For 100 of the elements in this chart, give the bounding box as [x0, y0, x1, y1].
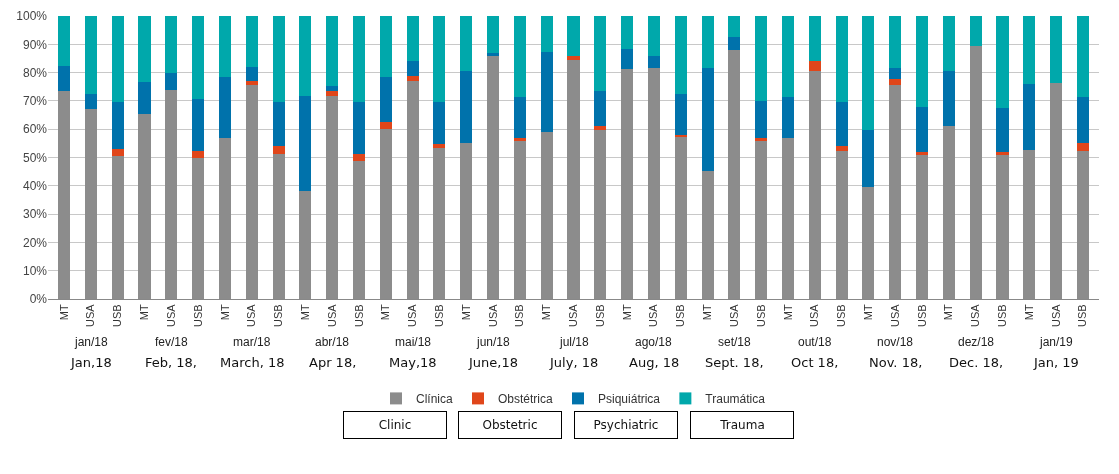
bar [889, 78, 902, 86]
bar [567, 55, 580, 60]
x-tick-label: USA [727, 303, 740, 328]
x-tick-label: USA [808, 303, 821, 328]
x-tick-label: USA [888, 303, 901, 328]
bar [433, 102, 446, 144]
bar [808, 61, 821, 71]
bar [701, 68, 714, 172]
x-tick-label: USB [352, 304, 365, 328]
bar [513, 16, 526, 98]
x-tick-label: MT [781, 304, 794, 321]
bar [1023, 16, 1036, 84]
bar [326, 86, 339, 91]
x-tick-label: USA [406, 303, 419, 328]
x-tick-label: USB [593, 304, 606, 328]
bar [969, 16, 982, 46]
bar [245, 67, 258, 81]
text: out/18 [798, 335, 832, 349]
bar [272, 16, 285, 103]
bar [889, 68, 902, 79]
bar [379, 121, 392, 130]
y-tick-label: 60% [22, 122, 48, 137]
text: Aug, 18 [629, 355, 680, 370]
bar [165, 16, 178, 74]
text: July, 18 [549, 355, 599, 370]
bar [245, 16, 258, 68]
bar [594, 126, 607, 131]
bar [58, 16, 71, 67]
bar [326, 16, 339, 87]
bar [835, 16, 848, 103]
text: Jan,18 [70, 355, 112, 370]
bar [996, 108, 1009, 152]
bar [218, 16, 231, 78]
bar [808, 16, 821, 61]
bar [218, 77, 231, 139]
x-tick-label: USB [915, 304, 928, 328]
y-tick-label: 40% [22, 179, 48, 193]
bar [835, 102, 848, 147]
x-tick-label: USB [513, 304, 526, 328]
text: jun/18 [476, 335, 511, 349]
bar [755, 16, 768, 101]
bar [942, 71, 955, 127]
text: Obstetric [482, 418, 538, 432]
bar [674, 16, 687, 95]
text: Feb, 18, [145, 355, 197, 370]
bar [192, 16, 205, 100]
bar [111, 16, 124, 103]
bar [540, 16, 553, 52]
x-tick-label: USA [969, 303, 982, 328]
bar [111, 102, 124, 149]
bar [996, 151, 1009, 155]
y-tick-label: 100% [16, 9, 48, 24]
bar [647, 16, 660, 57]
bar [567, 16, 580, 56]
y-tick-label: 50% [22, 150, 48, 165]
bar [781, 96, 795, 139]
bar [138, 81, 151, 114]
text: jan/18 [74, 335, 109, 349]
x-tick-label: MT [942, 304, 955, 321]
bar [165, 73, 178, 90]
text: Clinic [378, 418, 412, 432]
x-tick-label: USA [486, 303, 499, 328]
x-tick-label: USB [433, 304, 446, 328]
bar [192, 99, 205, 151]
text: nov/18 [877, 335, 914, 349]
bar [272, 102, 285, 147]
bar [84, 16, 97, 95]
bar [433, 143, 446, 148]
x-tick-label: USB [111, 304, 124, 328]
bar [379, 16, 392, 77]
text: dez/18 [958, 335, 995, 349]
x-tick-label: MT [459, 304, 472, 321]
bar [621, 48, 634, 70]
x-tick-label: USA [325, 303, 338, 328]
bar [862, 130, 875, 187]
bar [487, 53, 500, 56]
text: May,18 [389, 355, 437, 370]
bar [916, 107, 929, 152]
x-tick-label: USB [674, 304, 687, 328]
legend-label: Psiquiátrica [598, 392, 661, 407]
x-tick-label: USB [1076, 304, 1089, 328]
y-tick-label: 10% [22, 263, 48, 278]
text: Sept. 18, [705, 355, 764, 370]
text: Apr 18, [309, 355, 357, 370]
text: Oct 18, [791, 355, 839, 370]
x-tick-label: MT [1022, 304, 1035, 321]
bar [996, 16, 1009, 109]
text: June,18 [468, 355, 518, 370]
bar [406, 61, 419, 76]
bar [781, 16, 795, 97]
x-tick-label: MT [701, 304, 714, 321]
x-tick-label: MT [379, 304, 392, 321]
text: Nov. 18, [869, 355, 923, 370]
bar [111, 148, 124, 156]
x-tick-label: USA [164, 303, 177, 328]
bar [1076, 16, 1089, 98]
bar [433, 16, 446, 103]
x-tick-label: USA [84, 303, 97, 328]
y-tick-label: 20% [22, 235, 48, 250]
text: Dec. 18, [949, 355, 1004, 370]
